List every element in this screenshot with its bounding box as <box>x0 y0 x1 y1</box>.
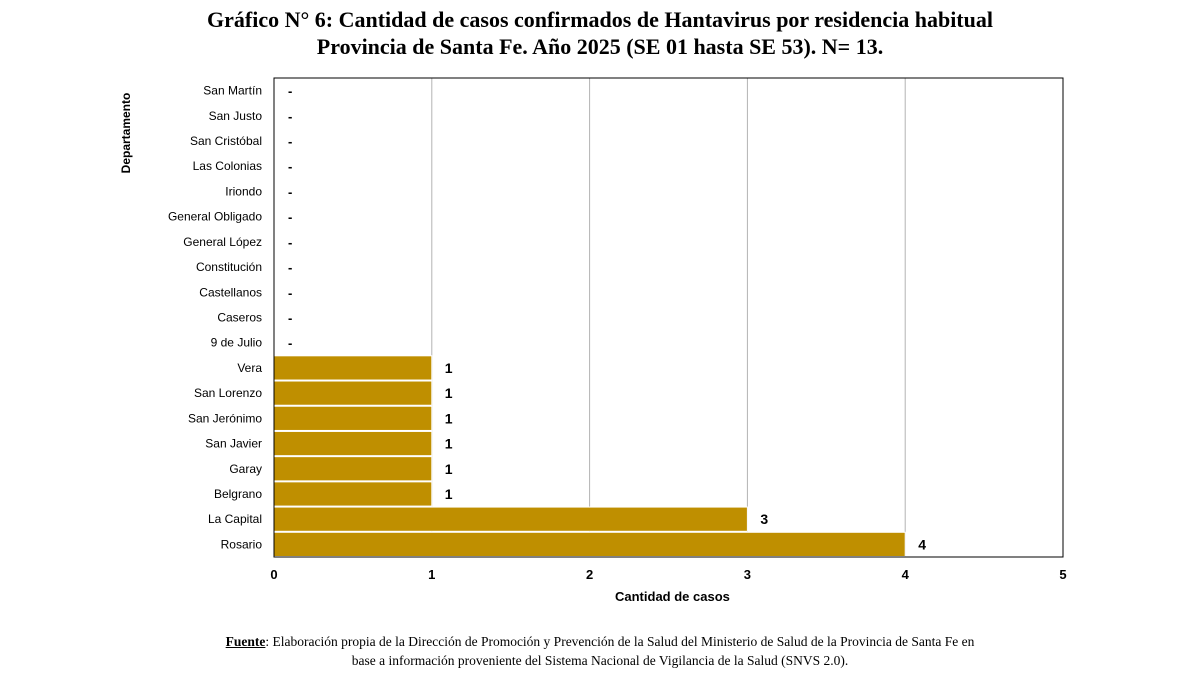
x-tick-labels: 0 1 2 3 4 5 <box>270 567 1066 582</box>
category-label: Las Colonias <box>193 159 262 173</box>
category-label: Caseros <box>217 311 262 325</box>
source-text-2: base a información proveniente del Siste… <box>351 653 849 668</box>
x-axis-label: Cantidad de casos <box>615 589 730 604</box>
data-label: 1 <box>445 461 453 477</box>
source-text: : Elaboración propia de la Dirección de … <box>265 634 975 649</box>
bar <box>273 456 433 482</box>
data-label: - <box>288 260 292 275</box>
category-label: San Lorenzo <box>194 386 262 400</box>
data-labels: - - - - - - - - - - - 1 1 1 1 1 1 3 4 <box>288 84 926 553</box>
bars <box>273 355 906 558</box>
y-axis-label: Departamento <box>119 93 133 174</box>
category-label: Castellanos <box>199 285 262 299</box>
category-label: San Jerónimo <box>188 411 262 425</box>
category-label: Constitución <box>196 260 262 274</box>
category-label: Iriondo <box>225 184 262 198</box>
bar <box>273 380 433 406</box>
data-label: - <box>288 336 292 351</box>
data-label: - <box>288 235 292 250</box>
bar <box>273 430 433 457</box>
x-tick-label: 3 <box>744 567 751 582</box>
category-label: Garay <box>229 462 262 476</box>
data-label: - <box>288 159 292 174</box>
plot-frame <box>273 77 1064 558</box>
category-label: Rosario <box>221 537 263 551</box>
x-tick-label: 5 <box>1059 567 1066 582</box>
bar <box>273 355 433 381</box>
source-note: Fuente: Elaboración propia de la Direcci… <box>0 632 1200 670</box>
data-label: - <box>288 285 292 300</box>
data-label: 3 <box>760 511 768 527</box>
data-label: - <box>288 134 292 149</box>
chart-title-line1: Gráfico N° 6: Cantidad de casos confirma… <box>207 7 993 32</box>
chart-title: Gráfico N° 6: Cantidad de casos confirma… <box>0 6 1200 60</box>
bar <box>273 506 748 532</box>
x-tick-label: 0 <box>270 567 277 582</box>
category-label: San Cristóbal <box>190 134 262 148</box>
category-labels: San Martín San Justo San Cristóbal Las Colo… <box>168 84 262 552</box>
bar <box>273 531 906 558</box>
data-label: 1 <box>445 410 453 426</box>
category-label: San Justo <box>209 109 263 123</box>
data-label: - <box>288 84 292 99</box>
grid-lines <box>431 78 906 557</box>
category-label: 9 de Julio <box>211 336 263 350</box>
data-label: - <box>288 210 292 225</box>
category-label: Belgrano <box>214 487 262 501</box>
bar <box>273 481 433 507</box>
chart-title-line2: Provincia de Santa Fe. Año 2025 (SE 01 h… <box>316 34 884 59</box>
category-label: La Capital <box>208 512 262 526</box>
data-label: 4 <box>918 536 926 552</box>
category-label: San Martín <box>203 84 262 98</box>
category-label: General López <box>183 235 262 249</box>
source-label: Fuente <box>225 634 266 649</box>
data-label: - <box>288 184 292 199</box>
x-tick-label: 1 <box>428 567 435 582</box>
data-label: 1 <box>445 486 453 502</box>
x-tick-label: 4 <box>902 567 910 582</box>
category-label: Vera <box>237 361 262 375</box>
data-label: 1 <box>445 436 453 452</box>
bar <box>273 405 433 431</box>
data-label: 1 <box>445 385 453 401</box>
category-label: San Javier <box>205 437 262 451</box>
data-label: 1 <box>445 360 453 376</box>
x-tick-label: 2 <box>586 567 593 582</box>
data-label: - <box>288 109 292 124</box>
bar-chart: San Martín San Justo San Cristóbal Las Colo… <box>119 77 1067 604</box>
data-label: - <box>288 311 292 326</box>
category-label: General Obligado <box>168 210 262 224</box>
